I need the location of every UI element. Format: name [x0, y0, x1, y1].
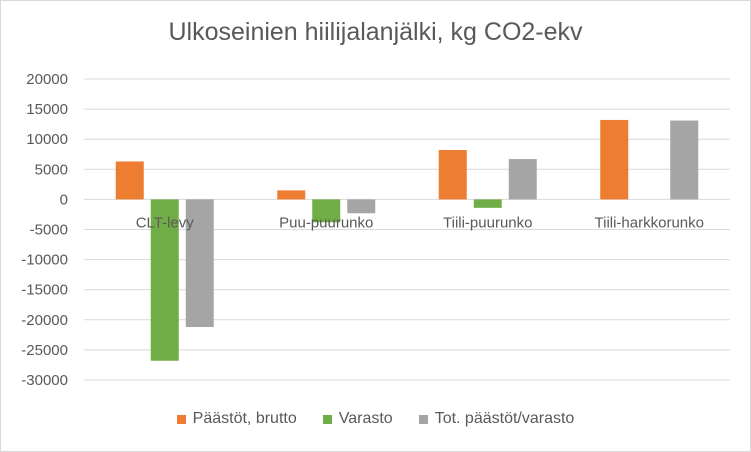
y-tick-label: -10000 [21, 252, 68, 269]
bar [277, 190, 306, 200]
category-label: Puu-puurunko [279, 214, 373, 231]
bar [600, 119, 629, 200]
y-tick-label: 5000 [35, 161, 68, 178]
y-tick-label: 20000 [26, 71, 68, 88]
legend-item: Tot. päästöt/varasto [418, 410, 575, 428]
bar [438, 150, 467, 200]
y-tick-label: -20000 [21, 312, 68, 329]
category-label: Tiili-harkkorunko [595, 214, 704, 231]
bar [150, 199, 179, 361]
bar [670, 120, 699, 200]
legend-label: Päästöt, brutto [192, 410, 297, 427]
legend-swatch [176, 414, 186, 424]
bar [185, 199, 214, 328]
bar [508, 159, 537, 200]
legend-swatch [418, 414, 428, 424]
y-tick-label: 0 [60, 191, 68, 208]
y-tick-label: -30000 [21, 372, 68, 389]
bar [115, 161, 144, 200]
category-label: Tiili-puurunko [443, 214, 532, 231]
legend-item: Varasto [322, 410, 393, 428]
y-tick-label: -5000 [30, 222, 68, 239]
category-label: CLT-levy [136, 214, 195, 231]
bar [312, 199, 341, 223]
chart-title: Ulkoseinien hiilijalanjälki, kg CO2-ekv [168, 18, 583, 46]
y-tick-label: -15000 [21, 282, 68, 299]
bar [473, 199, 502, 208]
y-tick-label: -25000 [21, 342, 68, 359]
legend-label: Varasto [338, 410, 393, 427]
y-tick-label: 10000 [26, 131, 68, 148]
legend: Päästöt, brutto Varasto Tot. päästöt/varas… [0, 410, 751, 428]
legend-swatch [322, 414, 332, 424]
bar [347, 199, 376, 214]
legend-label: Tot. päästöt/varasto [434, 410, 575, 427]
legend-item: Päästöt, brutto [176, 410, 297, 428]
y-tick-label: 15000 [26, 101, 68, 118]
